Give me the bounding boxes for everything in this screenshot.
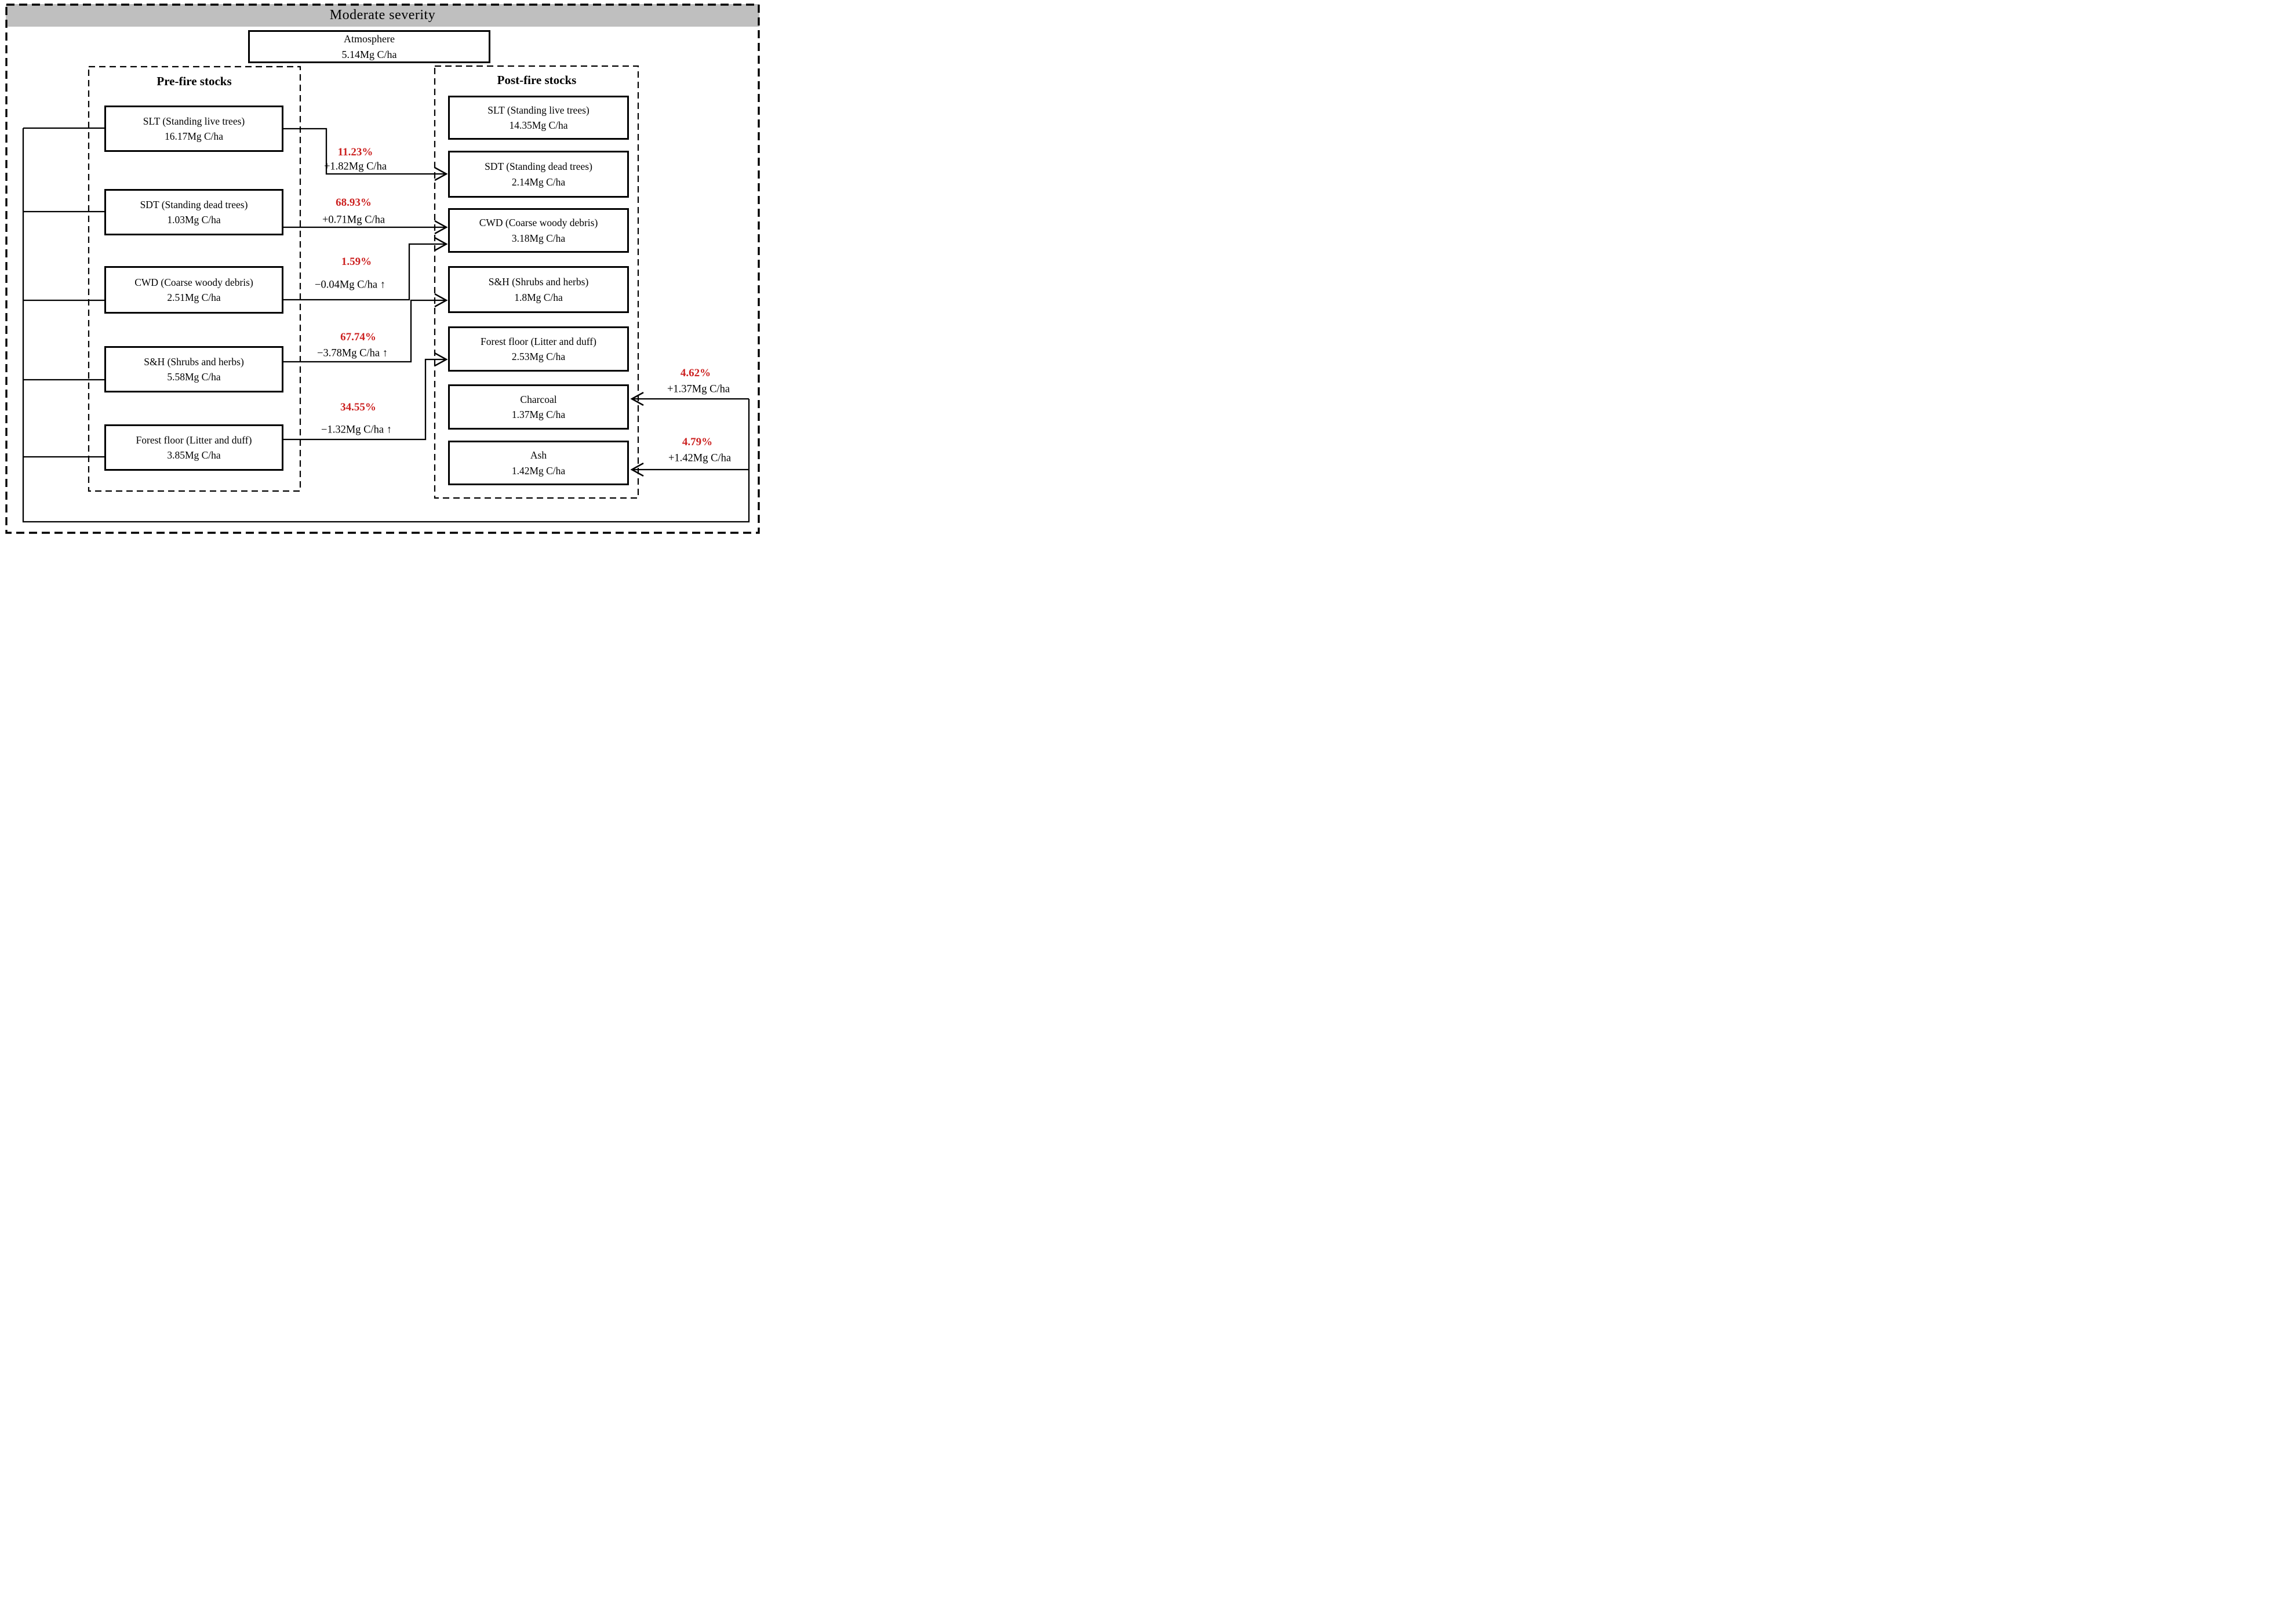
severity-title-bar: Moderate severity [6,4,759,27]
stock-value: 2.53Mg C/ha [511,351,566,362]
flow-amount-ash: +1.42Mg C/ha [668,452,732,464]
arrowhead-charcoal [630,391,644,406]
flow-amount-slt-sdt: +1.82Mg C/ha [323,161,387,173]
stock-value: 14.35Mg C/ha [509,119,568,131]
atmosphere-box: Atmosphere 5.14Mg C/ha [248,30,490,63]
post-stock-slt: SLT (Standing live trees) 14.35Mg C/ha [448,96,629,140]
pre-stock-sdt: SDT (Standing dead trees) 1.03Mg C/ha [104,189,283,235]
stock-label: SDT (Standing dead trees) [485,161,592,173]
stock-label: CWD (Coarse woody debris) [134,276,253,288]
stock-value: 2.14Mg C/ha [511,176,566,188]
severity-title: Moderate severity [329,8,436,23]
pre-stock-slt: SLT (Standing live trees) 16.17Mg C/ha [104,106,283,152]
flow-percent-ash: 4.79% [682,436,713,448]
stock-label: SLT (Standing live trees) [487,104,590,116]
flow-percent-ff-ff: 34.55% [340,401,376,413]
stock-label: Forest floor (Litter and duff) [481,335,596,347]
flow-percent-sh-sh: 67.74% [340,331,376,343]
flow-percent-charcoal: 4.62% [680,367,711,379]
pre-stock-ff: Forest floor (Litter and duff) 3.85Mg C/… [104,424,283,471]
stock-value: 1.37Mg C/ha [511,409,566,420]
stock-label: CWD (Coarse woody debris) [479,217,598,229]
stock-value: 16.17Mg C/ha [164,130,224,142]
pre-stock-sh: S&H (Shrubs and herbs) 5.58Mg C/ha [104,346,283,392]
pre-stock-cwd: CWD (Coarse woody debris) 2.51Mg C/ha [104,266,283,314]
post-stock-charcoal: Charcoal 1.37Mg C/ha [448,384,629,430]
post-stock-ash: Ash 1.42Mg C/ha [448,441,629,485]
arrowhead-sh-sh [434,293,448,308]
atmosphere-label: Atmosphere [344,32,395,45]
flow-amount-sh-sh: −3.78Mg C/ha ↑ [317,347,388,359]
post-stock-cwd: CWD (Coarse woody debris) 3.18Mg C/ha [448,208,629,253]
post-stock-sh: S&H (Shrubs and herbs) 1.8Mg C/ha [448,266,629,313]
stock-label: S&H (Shrubs and herbs) [488,276,589,288]
stock-label: SLT (Standing live trees) [143,115,245,127]
stock-value: 1.42Mg C/ha [511,464,566,477]
fire-carbon-flow-diagram: Moderate severity Atmosphere 5.14Mg [0,0,765,538]
stock-value: 5.58Mg C/ha [167,371,221,383]
flow-percent-cwd-cwd: 1.59% [341,256,372,268]
flow-amount-ff-ff: −1.32Mg C/ha ↑ [321,424,392,436]
flow-percent-slt-sdt: 11.23% [337,146,373,158]
stock-value: 2.51Mg C/ha [167,292,221,303]
arrowhead-slt-sdt [434,166,448,181]
stock-label: Ash [530,449,547,461]
post-fire-title: Post-fire stocks [497,73,577,87]
arrowhead-cwd-cwd [434,237,448,252]
stock-label: Charcoal [520,393,557,405]
atmosphere-value: 5.14Mg C/ha [341,48,397,60]
arrowhead-ff-ff [434,352,448,367]
flow-amount-sdt-cwd: +0.71Mg C/ha [322,214,385,226]
arrowhead-sdt-cwd [434,220,448,235]
flow-percent-sdt-cwd: 68.93% [336,197,372,209]
stock-value: 1.8Mg C/ha [514,291,563,303]
stock-value: 1.03Mg C/ha [167,214,221,226]
post-stock-ff: Forest floor (Litter and duff) 2.53Mg C/… [448,326,629,372]
stock-label: S&H (Shrubs and herbs) [144,355,244,368]
stock-label: Forest floor (Litter and duff) [136,434,252,446]
arrowhead-ash [630,462,644,477]
stock-value: 3.18Mg C/ha [511,232,566,244]
flow-line-cwd-cwd [283,243,446,301]
flow-amount-cwd-cwd: −0.04Mg C/ha ↑ [315,279,385,291]
post-stock-sdt: SDT (Standing dead trees) 2.14Mg C/ha [448,151,629,198]
pre-fire-title: Pre-fire stocks [157,74,232,88]
flow-amount-charcoal: +1.37Mg C/ha [667,383,730,395]
stock-value: 3.85Mg C/ha [167,449,221,461]
stock-label: SDT (Standing dead trees) [140,198,248,210]
